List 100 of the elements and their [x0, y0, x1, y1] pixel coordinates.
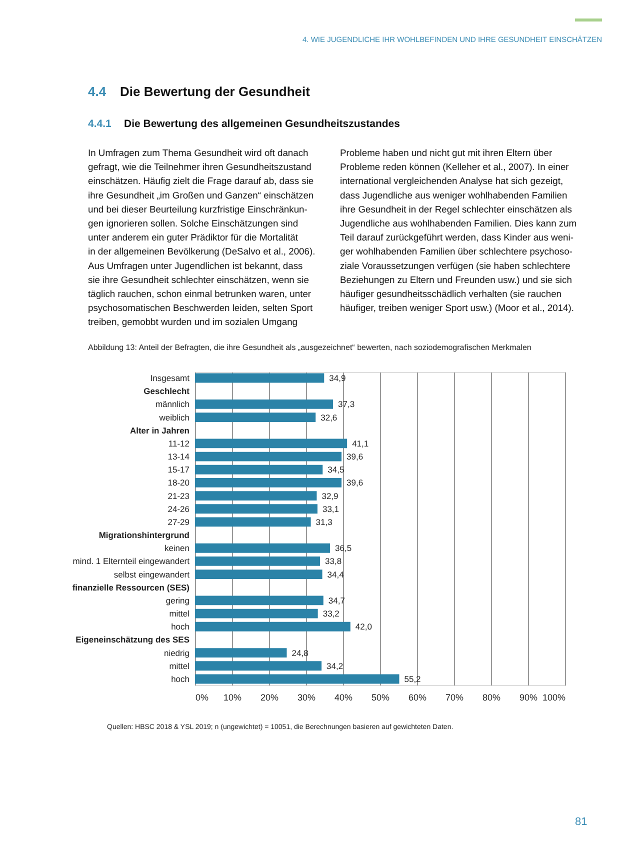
x-tick-label: 30% [297, 692, 316, 702]
bar [195, 504, 318, 514]
bar [195, 570, 322, 580]
data-label: 24,8 [292, 648, 309, 658]
data-label: 34,9 [329, 373, 346, 384]
y-tick-label: 24-26 [168, 504, 190, 514]
data-label: 32,9 [322, 490, 339, 501]
text: Teil darauf zurückgeführt werden, dass Kinder aus weni- [340, 232, 574, 243]
bar [195, 478, 342, 488]
text: Die Bewertung des allgemeinen Gesundheitszustandes [124, 118, 400, 130]
chart-title: Abbildung 13: Anteil der Befragten, die ihre Gesundheit als „ausgezeichnet“ bewerten, nach soziodemografischen Merkmalen [88, 343, 532, 352]
bar [195, 556, 320, 566]
y-tick-label: männlich [155, 399, 190, 410]
y-tick-label: mittel [169, 608, 190, 619]
y-tick-label: Eigeneinschätzung des SES [76, 634, 190, 645]
data-label: 34,2 [326, 660, 344, 671]
y-tick-label: 11-12 [168, 438, 190, 448]
data-label: 39,6 [346, 478, 364, 488]
y-tick-label: hoch [171, 674, 190, 684]
y-tick-label: 18-20 [168, 478, 190, 488]
text: Probleme haben und nicht gut mit ihren Eltern über [340, 147, 552, 158]
bar [195, 452, 342, 462]
text: Aus Umfragen unter Jugendlichen ist bekannt, dass [88, 260, 304, 271]
text: psychosomatischen Beschwerden leiden, selten Sport [88, 302, 313, 314]
text: treiben, gemobbt wurden und im sozialen Umgang [88, 316, 298, 328]
y-tick-label: gering [166, 595, 190, 606]
data-label: 41,1 [352, 438, 369, 448]
text: gefragt, wie die Teilnehmer ihren Gesundheitszustand [88, 161, 312, 172]
x-tick-label: 40% [334, 692, 353, 702]
y-tick-label: finanzielle Ressourcen (SES) [72, 582, 190, 592]
data-label: 31,3 [316, 516, 333, 527]
data-label: 32,6 [320, 412, 338, 422]
text: Beziehungen zu Eltern und Freunden usw.) und sie sich [340, 274, 572, 285]
text: häufiger, treiben weniger Sport usw.) (Moor et al., 2014). [340, 302, 574, 314]
bar [195, 674, 400, 684]
text: Die Bewertung der Gesundheit [120, 84, 311, 99]
bar [195, 517, 311, 527]
text: 4.4.1 [88, 118, 112, 130]
text: gen ignorieren sollen. Solche Einschätzungen sind [88, 218, 298, 228]
data-label: 37,3 [338, 399, 355, 410]
x-tick-label: 0% [196, 692, 209, 702]
text: unter anderem ein guter Prädiktor für die Mortalität [88, 232, 298, 243]
text: Probleme reden können (Kelleher et al., 2007). In einer [340, 161, 569, 172]
text: 4.4 [88, 84, 107, 99]
y-tick-label: Migrationshintergrund [98, 530, 190, 540]
text: Jugendliche aus wohlhabenden Familien. Dies kann zum [340, 218, 577, 228]
x-tick-label: 10% [223, 692, 242, 702]
x-tick-label: 60% [408, 692, 427, 702]
text: ziale Voraussetzungen verfügen (sie haben schlechtere [340, 260, 570, 271]
bar [195, 661, 322, 671]
y-tick-label: keinen [164, 543, 190, 554]
bar [195, 399, 334, 409]
x-tick-label: 20% [260, 692, 279, 702]
y-tick-label: weiblich [158, 412, 190, 422]
data-label: 34,5 [328, 464, 344, 475]
text: in der allgemeinen Bevölkerung (DeSalvo et al., 2006). [88, 246, 316, 257]
y-tick-label: 15-17 [168, 464, 190, 475]
text: ihre Gesundheit in der Regel schlechter einschätzen als [340, 203, 572, 214]
y-tick-label: mind. 1 Elternteil eingewandert [72, 556, 190, 566]
y-tick-label: niedrig [164, 648, 190, 658]
text: dass Jugendliche aus weniger wohlhabenden Familien [340, 189, 568, 200]
text: ihre Gesundheit „im Großen und Ganzen“ einschätzen [88, 189, 314, 200]
bar [195, 608, 318, 618]
y-tick-label: 27-29 [168, 516, 190, 527]
text: sie ihre Gesundheit schlechter einschätzen, wenn sie [88, 274, 309, 285]
text: In Umfragen zum Thema Gesundheit wird oft danach [88, 147, 308, 158]
text: einschätzen. Häufig zielt die Frage darauf ab, dass sie [88, 175, 314, 186]
data-label: 34,4 [327, 569, 344, 580]
text: ger wohlhabenden Familien über schlechtere psychoso- [340, 246, 572, 257]
y-tick-label: Alter in Jahren [130, 425, 190, 436]
text: und bei dieser Beurteilung kurzfristige Einschränkun- [88, 203, 308, 214]
y-tick-label: Geschlecht [144, 386, 190, 396]
bar [195, 412, 316, 422]
bar [195, 373, 324, 383]
x-tick-label: 70% [445, 692, 464, 702]
y-tick-label: 21-23 [168, 490, 190, 501]
bar [195, 543, 330, 553]
data-label: 34,7 [328, 595, 346, 606]
data-label: 55,2 [404, 674, 422, 684]
bar [195, 622, 350, 632]
x-tick-label: 80% [482, 692, 501, 702]
data-label: 33,8 [325, 556, 342, 566]
x-tick-label: 50% [371, 692, 390, 702]
text: häufiger gesundheitsschädlich verhalten (sie rauchen [340, 288, 562, 299]
bar [195, 438, 348, 448]
y-tick-label: 13-14 [168, 452, 190, 462]
data-label: 39,6 [346, 452, 364, 462]
text: täglich rauchen, schon einmal betrunken waren, unter [88, 288, 312, 299]
y-tick-label: Insgesamt [150, 373, 190, 384]
data-label: 36,5 [335, 543, 352, 554]
bar [195, 648, 287, 658]
data-label: 33,1 [322, 504, 340, 514]
y-tick-label: mittel [169, 660, 190, 671]
bar [195, 491, 317, 500]
text: 81 [575, 816, 588, 828]
data-label: 42,0 [355, 622, 372, 632]
text: international vergleichenden Analyse hat sich gezeigt, [340, 175, 564, 186]
x-tick-label: 100% [542, 692, 566, 702]
bar [195, 596, 324, 606]
bar [195, 464, 323, 474]
